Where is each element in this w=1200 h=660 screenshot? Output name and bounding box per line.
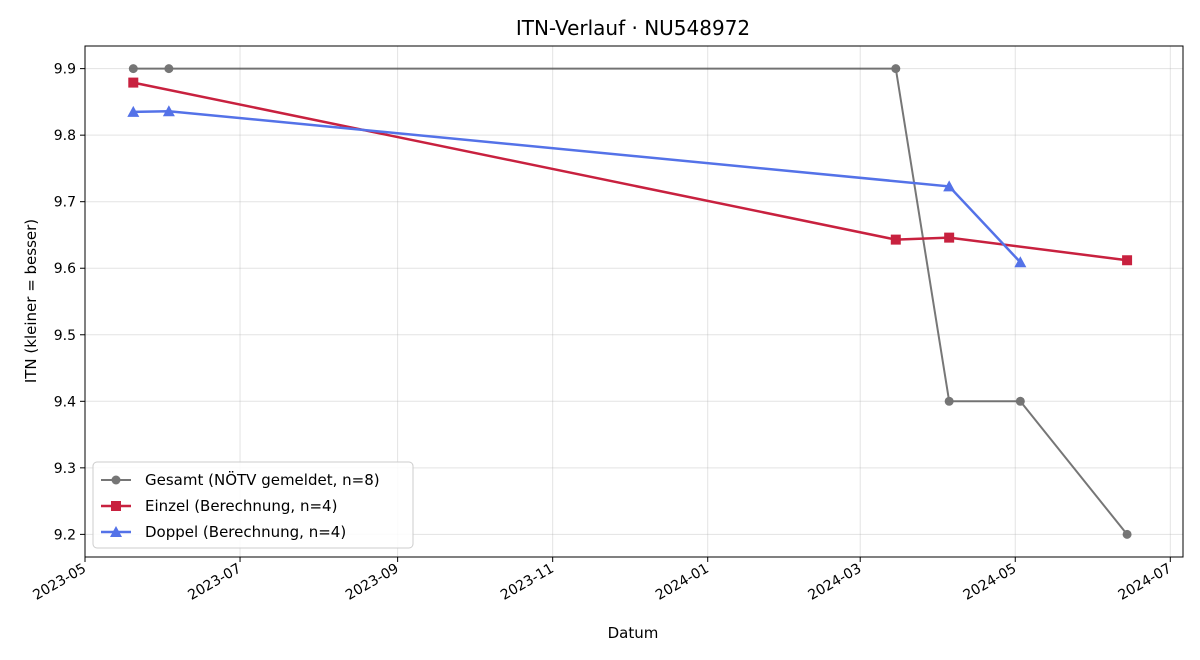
data-point [1122, 255, 1133, 266]
y-tick-label: 9.7 [54, 195, 76, 211]
data-point [890, 234, 901, 245]
data-point [164, 64, 174, 74]
grid [84, 46, 1183, 557]
series-layer [127, 64, 1133, 539]
legend-label: Einzel (Berechnung, n=4) [145, 497, 337, 515]
legend-entry [101, 501, 131, 511]
x-tick-label: 2023-05 [30, 561, 89, 604]
series-square [128, 77, 1133, 266]
x-tick-label: 2023-11 [498, 561, 557, 604]
x-tick-label: 2023-07 [185, 561, 244, 604]
x-tick-label: 2024-03 [806, 561, 865, 604]
series-line [133, 67, 1128, 536]
data-point [1015, 396, 1025, 406]
legend-entry [101, 526, 131, 537]
series-triangle [127, 105, 1027, 268]
data-point [127, 105, 140, 117]
plot-frame [84, 45, 1184, 558]
legend-label: Gesamt (NÖTV gemeldet, n=8) [145, 470, 380, 489]
x-tick-label: 2024-01 [653, 561, 712, 604]
legend-entry [101, 475, 131, 485]
data-point [1122, 529, 1132, 539]
data-point [944, 232, 955, 243]
x-tick-label: 2024-07 [1116, 561, 1175, 604]
legend: Gesamt (NÖTV gemeldet, n=8) Einzel (Berec… [92, 461, 414, 549]
y-axis: 9.2 9.3 9.4 9.5 9.6 9.7 9.8 9.9 [54, 62, 85, 543]
legend-box [92, 461, 414, 549]
series-line [133, 109, 1022, 264]
series-line [133, 81, 1128, 262]
y-tick-label: 9.8 [54, 128, 76, 144]
x-axis: 2023-05 2023-07 2023-09 2023-11 2024-01 2024-… [30, 557, 1174, 604]
y-tick-label: 9.3 [54, 461, 76, 477]
legend-marker [111, 501, 121, 511]
y-tick-label: 9.5 [54, 328, 76, 344]
data-point [128, 64, 138, 74]
data-point [128, 77, 139, 88]
x-tick-label: 2023-09 [343, 561, 402, 604]
y-tick-label: 9.4 [54, 394, 76, 410]
y-tick-label: 9.2 [54, 527, 76, 543]
data-point [891, 64, 901, 74]
legend-marker [110, 526, 122, 537]
data-point [1014, 256, 1027, 268]
legend-marker [111, 475, 121, 485]
data-point [943, 180, 956, 192]
series-circle [128, 64, 1132, 539]
y-tick-label: 9.6 [54, 261, 76, 277]
data-point [944, 396, 954, 406]
y-tick-label: 9.9 [54, 62, 76, 78]
y-axis-label: ITN (kleiner = besser) [22, 219, 40, 383]
chart-title: ITN-Verlauf · NU548972 [516, 16, 750, 40]
data-point [162, 105, 175, 117]
x-axis-label: Datum [608, 624, 659, 642]
legend-label: Doppel (Berechnung, n=4) [145, 523, 346, 541]
x-tick-label: 2024-05 [961, 561, 1020, 604]
